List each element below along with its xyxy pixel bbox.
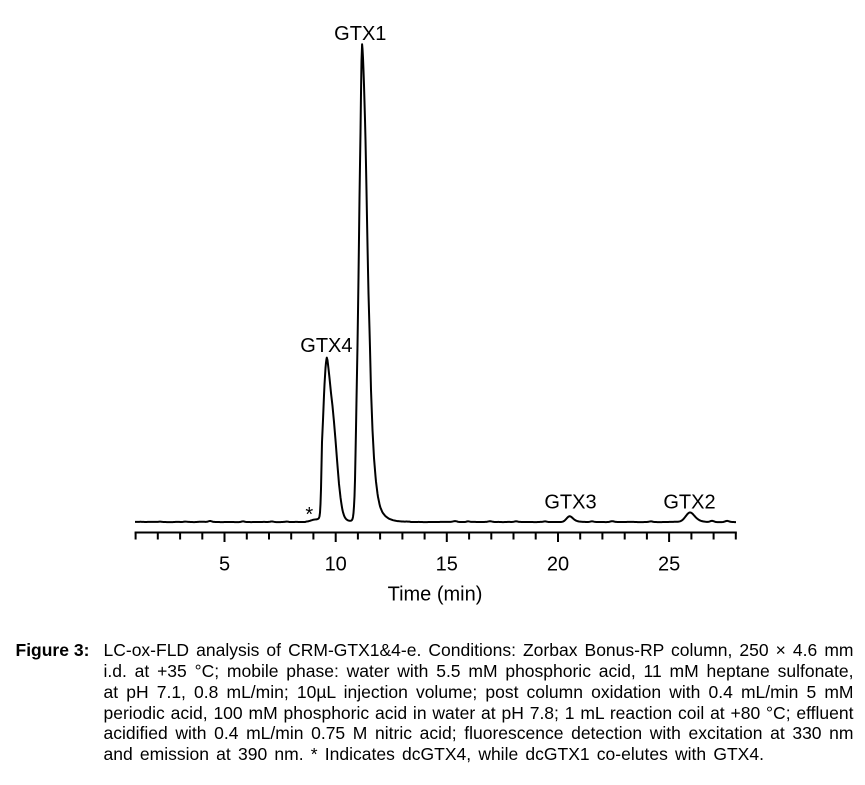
svg-text:25: 25 [658, 554, 680, 576]
svg-text:*: * [305, 504, 313, 526]
svg-text:Time (min): Time (min) [388, 583, 483, 605]
svg-text:15: 15 [436, 554, 458, 576]
svg-text:GTX2: GTX2 [663, 492, 715, 514]
svg-text:GTX3: GTX3 [544, 492, 596, 514]
svg-text:10: 10 [325, 554, 347, 576]
svg-text:5: 5 [219, 554, 230, 576]
svg-text:GTX4: GTX4 [300, 335, 352, 357]
svg-text:20: 20 [547, 554, 569, 576]
svg-text:GTX1: GTX1 [334, 23, 386, 45]
